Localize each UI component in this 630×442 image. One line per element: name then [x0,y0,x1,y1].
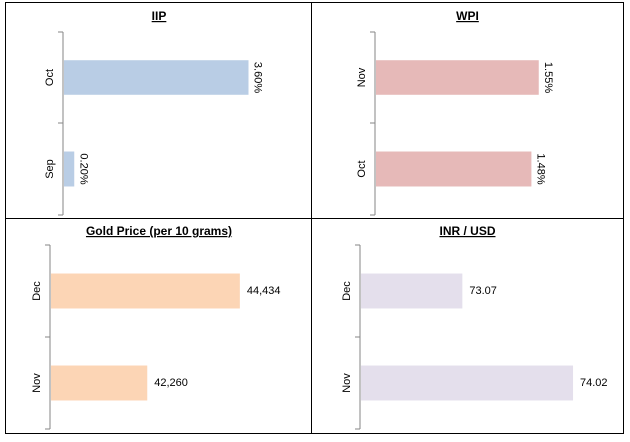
bar-nov [376,60,539,95]
bar-sep [64,151,75,187]
iip-chart: IIP Oct 3.60% Sep 0.20% [44,9,264,216]
data-label-dec: 73.07 [469,285,497,297]
category-label-nov: Nov [31,373,43,393]
data-label-oct: 3.60% [252,62,264,93]
gold-price-chart: Gold Price (per 10 grams) Dec 44,434 Nov 42,… [31,224,281,430]
data-label-sep: 0.20% [77,153,89,184]
category-label-sep: Sep [44,159,56,179]
chart-title: Gold Price (per 10 grams) [86,224,232,238]
category-label-dec: Dec [341,281,353,301]
dashboard-grid: IIP Oct 3.60% Sep 0.20% WPI Nov 1.55% Oct 1.48% … [5,2,624,434]
chart-title: INR / USD [439,224,495,238]
chart-panel-inr-usd: INR / USD Dec 73.07 Nov 74.02 [312,219,623,433]
inr-usd-chart: INR / USD Dec 73.07 Nov 74.02 [341,224,608,430]
bar-nov [51,365,148,401]
bar-oct [64,60,249,95]
category-label-nov: Nov [341,373,353,393]
category-label-nov: Nov [356,67,368,87]
category-label-dec: Dec [31,281,43,301]
data-label-nov: 74.02 [580,377,608,389]
chart-title: IIP [152,9,167,23]
data-label-dec: 44,434 [247,285,281,297]
chart-panel-wpi: WPI Nov 1.55% Oct 1.48% [312,3,623,219]
bar-oct [376,151,532,187]
bar-dec [361,273,463,309]
chart-panel-gold-price: Gold Price (per 10 grams) Dec 44,434 Nov 42,… [6,219,312,433]
chart-title: WPI [456,9,479,23]
bar-nov [361,365,574,401]
data-label-oct: 1.48% [534,153,546,184]
bar-dec [51,273,240,309]
category-label-oct: Oct [44,69,56,86]
data-label-nov: 42,260 [154,377,188,389]
wpi-chart: WPI Nov 1.55% Oct 1.48% [356,9,554,216]
chart-panel-iip: IIP Oct 3.60% Sep 0.20% [6,3,312,219]
data-label-nov: 1.55% [542,62,554,93]
category-label-oct: Oct [356,160,368,177]
